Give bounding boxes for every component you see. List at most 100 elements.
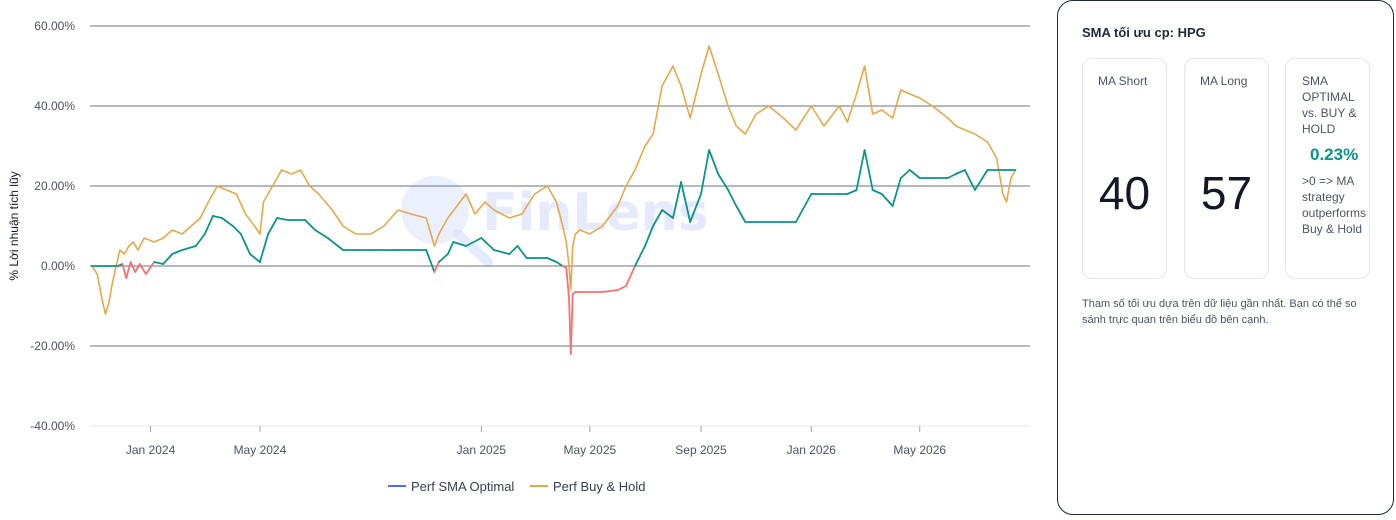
series-segment-sma — [661, 209, 674, 219]
x-tick-label: May 2025 — [563, 443, 616, 457]
series-segment-sma — [908, 169, 921, 179]
series-segment-sma — [221, 217, 234, 227]
series-segment-sma — [267, 217, 279, 235]
series-segment-sma — [680, 181, 692, 223]
series-segment-sma — [546, 257, 558, 263]
series-segment-sma — [846, 189, 858, 195]
series-segment-sma — [446, 241, 455, 255]
series-segment-sma — [871, 189, 883, 195]
y-tick-label: 0.00% — [41, 259, 75, 273]
ma-long-card: MA Long 57 — [1184, 58, 1269, 279]
series-segment-sma — [727, 189, 738, 207]
series-segment-sma — [134, 263, 141, 273]
legend-item-buy-hold[interactable]: Perf Buy & Hold — [530, 479, 646, 494]
series-segment-sma — [437, 253, 449, 263]
series-segment-sma — [795, 193, 813, 223]
watermark-text: FinLens — [482, 183, 709, 243]
series-segment-sma — [425, 249, 436, 273]
series-segment-sma — [700, 149, 710, 195]
series-segment-sma — [601, 289, 619, 293]
series-segment-sma — [964, 169, 976, 191]
series-segment-sma — [652, 209, 663, 227]
finlens-watermark: FinLens — [401, 176, 709, 267]
series-segment-sma — [249, 253, 261, 263]
series-segment-sma — [508, 245, 519, 255]
series-segment-sma — [433, 261, 440, 273]
perf-compare-card: SMA OPTIMAL vs. BUY & HOLD 0.23% >0 => M… — [1285, 58, 1370, 279]
y-tick-label: 40.00% — [34, 99, 75, 113]
series-segment-sma — [516, 245, 528, 259]
series-segment-sma — [565, 267, 570, 299]
y-tick-label: -40.00% — [30, 419, 75, 433]
ma-short-card: MA Short 40 — [1082, 58, 1167, 279]
series-segment-sma — [880, 193, 894, 207]
series-segment-sma — [276, 217, 289, 221]
series-segment-sma — [304, 219, 317, 231]
series-segment-sma — [125, 261, 132, 279]
x-tick-label: May 2026 — [893, 443, 946, 457]
y-tick-label: 20.00% — [34, 179, 75, 193]
series-segment-sma — [955, 169, 966, 175]
series-segment-sma — [258, 233, 270, 263]
y-axis-title: % Lời nhuận tích lũy — [7, 171, 21, 280]
series-segment-sma — [181, 245, 197, 251]
series-segment-sma — [555, 261, 564, 267]
series-segment-sma — [672, 181, 682, 219]
series-segment-sma — [231, 225, 242, 235]
chart-svg: FinLens 60.00% 40.00% 20.00% 0.00% -20.00% -4… — [7, 19, 1030, 494]
series-segment-sma — [855, 149, 866, 191]
ma-short-value: 40 — [1098, 167, 1151, 219]
series-segment-sma — [465, 237, 483, 247]
legend-label-buy-hold: Perf Buy & Hold — [553, 479, 646, 494]
y-axis-ticks: 60.00% 40.00% 20.00% 0.00% -20.00% -40.00% — [30, 19, 75, 433]
series-segment-sma — [891, 177, 902, 207]
series-segment-sma — [203, 215, 214, 235]
series-segment-sma — [974, 169, 989, 191]
perf-compare-label: SMA OPTIMAL vs. BUY & HOLD — [1302, 74, 1357, 136]
series-segment-sma — [480, 237, 495, 251]
legend-label-sma: Perf SMA Optimal — [411, 479, 514, 494]
series-lines — [90, 45, 1017, 355]
panel-title: SMA tối ưu cp: HPG — [1082, 25, 1206, 40]
series-segment-sma — [326, 237, 345, 251]
y-tick-label: 60.00% — [34, 19, 75, 33]
x-tick-label: Sep 2025 — [675, 443, 727, 457]
series-segment-sma — [211, 215, 223, 219]
series-segment-sma — [634, 245, 646, 267]
sma-summary-panel: SMA tối ưu cp: HPG MA Short 40 MA Long 5… — [1057, 0, 1394, 515]
series-segment-sma — [145, 261, 156, 275]
y-tick-label: -20.00% — [30, 339, 75, 353]
legend-item-sma[interactable]: Perf SMA Optimal — [388, 479, 514, 494]
series-segment-sma — [689, 193, 702, 223]
series-line-buy-hold — [91, 45, 1017, 315]
series-segment-sma — [569, 293, 574, 355]
series-segment-sma — [162, 253, 174, 265]
series-segment-sma — [863, 149, 874, 191]
series-segment-sma — [452, 241, 467, 247]
series-segment-sma — [493, 249, 511, 255]
x-tick-label: Jan 2024 — [126, 443, 176, 457]
series-segment-sma — [314, 229, 329, 239]
series-segment-sma — [138, 263, 147, 275]
x-tick-label: Jan 2026 — [787, 443, 837, 457]
watermark-magnifier-handle — [453, 229, 493, 267]
series-segment-sma — [616, 285, 627, 291]
series-segment-sma — [153, 261, 165, 265]
ma-long-label: MA Long — [1200, 74, 1248, 88]
x-tick-label: May 2024 — [234, 443, 287, 457]
x-tick-label: Jan 2025 — [457, 443, 507, 457]
chart-legend: Perf SMA Optimal Perf Buy & Hold — [388, 479, 646, 494]
series-segment-sma — [625, 265, 636, 287]
x-axis-ticks: Jan 2024 May 2024 Jan 2025 May 2025 Sep 2025… — [126, 426, 946, 457]
series-segment-sma — [194, 233, 206, 247]
series-segment-sma — [899, 169, 911, 179]
ma-short-label: MA Short — [1098, 74, 1148, 88]
series-segment-sma — [171, 249, 184, 255]
panel-note: Tham số tối ưu dựa trên dữ liệu gần nhất… — [1082, 298, 1357, 326]
series-segment-sma — [735, 205, 747, 223]
watermark-logo-icon — [401, 176, 469, 244]
performance-chart: FinLens 60.00% 40.00% 20.00% 0.00% -20.00% -4… — [7, 19, 1030, 494]
grid-lines — [90, 25, 1030, 427]
series-segment-sma — [121, 263, 128, 279]
ma-long-value: 57 — [1200, 167, 1253, 219]
